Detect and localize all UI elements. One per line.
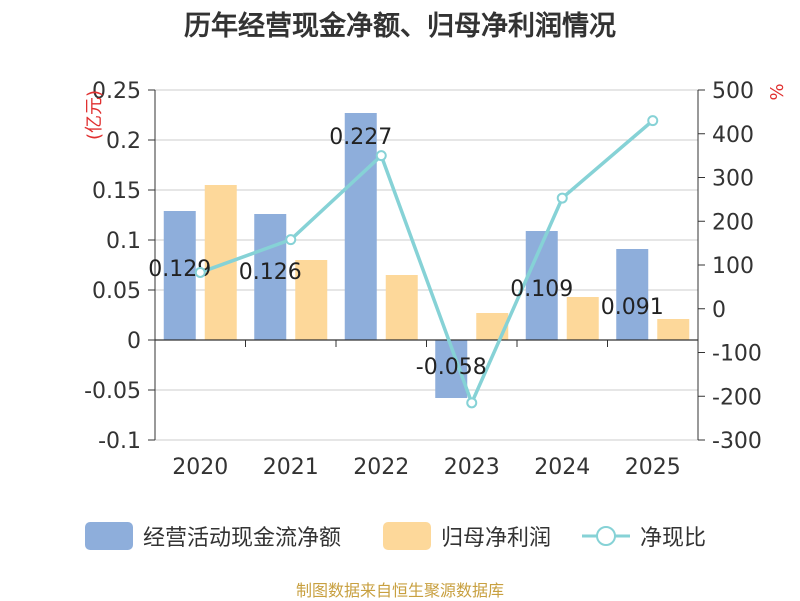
left-tick-label: 0.1 xyxy=(106,229,141,254)
cash-ratio-point xyxy=(556,192,568,204)
bar-cashflow xyxy=(254,214,287,340)
bar-cashflow xyxy=(525,231,558,340)
right-axis-unit: % xyxy=(767,83,788,100)
data-label-cashflow: -0.058 xyxy=(416,355,487,380)
legend-item-cash-ratio[interactable]: 净现比 xyxy=(582,518,706,554)
left-tick-label: 0.05 xyxy=(92,279,141,304)
right-tick-label: 0 xyxy=(712,298,726,323)
bar-cashflow xyxy=(344,113,377,340)
legend-label-cash-ratio: 净现比 xyxy=(640,526,707,551)
legend-swatch-cashflow xyxy=(85,522,133,550)
bar-cashflow xyxy=(616,249,649,340)
legend-swatch-net-profit xyxy=(383,522,431,550)
right-tick-label: -200 xyxy=(712,385,762,410)
bar-net-profit xyxy=(295,260,328,340)
axis-layer: 0.25 0.2 0.15 0.1 0.05 0 -0.05 -0.1 500 400 300 200… xyxy=(84,79,788,480)
x-tick-label: 2022 xyxy=(353,455,409,480)
x-tick-label: 2024 xyxy=(534,455,590,480)
legend-label-net-profit: 归母净利润 xyxy=(441,526,552,551)
data-label-cashflow: 0.227 xyxy=(329,125,392,150)
legend-line-icon xyxy=(582,526,630,546)
right-tick-label: 400 xyxy=(712,123,754,148)
bar-cashflow xyxy=(163,211,196,340)
bar-net-profit xyxy=(566,297,599,340)
right-tick-label: 500 xyxy=(712,79,754,104)
right-tick-label: 300 xyxy=(712,167,754,192)
chart-title: 历年经营现金净额、归母净利润情况 xyxy=(184,11,616,42)
data-label-cashflow: 0.126 xyxy=(239,260,302,285)
right-tick-label: 200 xyxy=(712,210,754,235)
source-note: 制图数据来自恒生聚源数据库 xyxy=(295,581,504,600)
line-layer xyxy=(199,119,654,405)
left-tick-label: 0.15 xyxy=(92,179,141,204)
right-tick-label: 100 xyxy=(712,254,754,279)
cash-ratio-point xyxy=(194,266,206,278)
data-label-cashflow: 0.091 xyxy=(601,295,664,320)
cash-ratio-point xyxy=(375,150,387,162)
x-tick-label: 2023 xyxy=(444,455,500,480)
x-tick-label: 2020 xyxy=(172,455,228,480)
left-tick-label: 0.25 xyxy=(92,79,141,104)
left-tick-label: -0.05 xyxy=(84,379,141,404)
right-tick-label: -100 xyxy=(712,342,762,367)
legend-label-cashflow: 经营活动现金流净额 xyxy=(143,526,342,551)
bar-layer xyxy=(163,113,690,398)
data-label-cashflow: 0.109 xyxy=(510,277,573,302)
left-axis-unit: (亿元) xyxy=(84,90,105,140)
bar-net-profit xyxy=(476,313,509,340)
cash-ratio-point xyxy=(647,115,659,127)
cash-ratio-point xyxy=(285,234,297,246)
legend-item-cashflow[interactable]: 经营活动现金流净额 xyxy=(85,518,341,554)
left-tick-label: -0.1 xyxy=(98,429,141,454)
right-tick-label: -300 xyxy=(712,429,762,454)
cash-ratio-point xyxy=(466,397,478,409)
x-tick-label: 2021 xyxy=(263,455,319,480)
cash-ratio-line xyxy=(199,119,654,405)
bar-net-profit xyxy=(657,319,690,340)
bar-net-profit xyxy=(385,275,418,340)
legend: 经营活动现金流净额 归母净利润 净现比 xyxy=(0,518,800,554)
x-tick-label: 2025 xyxy=(625,455,681,480)
left-tick-label: 0 xyxy=(127,329,141,354)
legend-item-net-profit[interactable]: 归母净利润 xyxy=(383,518,551,554)
left-tick-label: 0.2 xyxy=(106,129,141,154)
